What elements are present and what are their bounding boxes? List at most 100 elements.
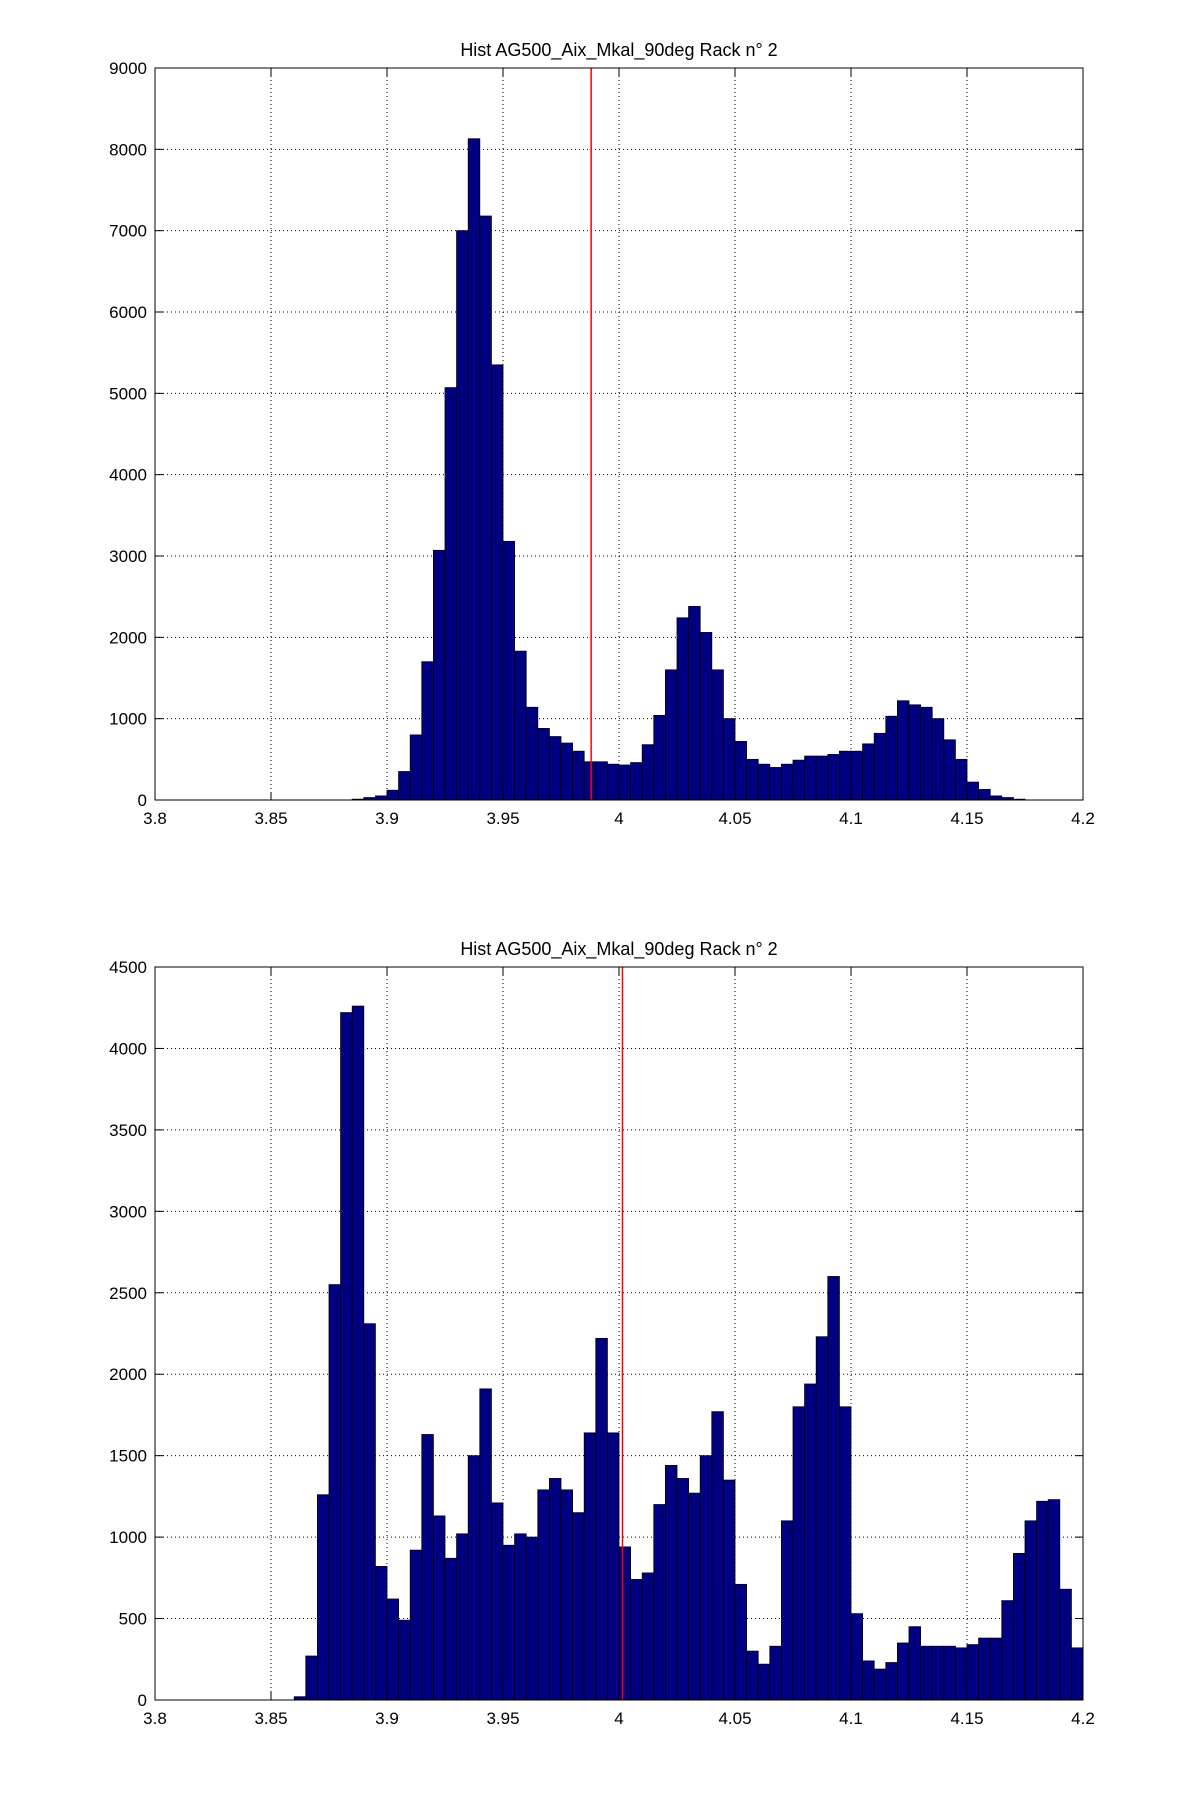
histogram-bar xyxy=(920,1645,933,1701)
histogram-bar xyxy=(792,1406,805,1701)
y-tick-label: 8000 xyxy=(109,140,147,159)
histogram-bar xyxy=(630,762,643,801)
y-tick-label: 1000 xyxy=(109,710,147,729)
histogram-bar xyxy=(711,1411,724,1701)
histogram-bar xyxy=(537,728,550,801)
histogram-bar xyxy=(897,1642,910,1701)
histogram-bar xyxy=(1001,1600,1014,1701)
histogram-bar xyxy=(340,1012,353,1701)
histogram-bar xyxy=(583,1432,597,1701)
x-tick-label: 3.95 xyxy=(486,809,519,828)
y-tick-label: 3000 xyxy=(109,1202,147,1221)
histogram-bar xyxy=(699,1455,713,1701)
x-tick-label: 4.1 xyxy=(839,1709,863,1728)
histogram-bar xyxy=(653,715,666,801)
ticks: 3.8 3.85 3.9 3.95 4 4.05 4.1 4.15 4.2 0 500 1000 150… xyxy=(109,958,1095,1728)
y-tick-label: 4000 xyxy=(109,466,147,485)
histogram-bar xyxy=(688,606,701,801)
histogram-bar xyxy=(630,1579,643,1701)
x-tick-label: 4.05 xyxy=(718,1709,751,1728)
histogram-bar xyxy=(815,1336,829,1701)
y-tick-label: 0 xyxy=(138,1691,147,1710)
histogram-bar xyxy=(549,1478,562,1701)
histogram-bar xyxy=(839,1406,852,1701)
histogram-bar xyxy=(316,1494,330,1701)
ticks: 3.8 3.85 3.9 3.95 4 4.05 4.1 4.15 4.2 0 1000 2000 30… xyxy=(109,59,1095,828)
histogram-bar xyxy=(514,650,527,801)
x-tick-label: 3.8 xyxy=(143,1709,167,1728)
histogram-bar xyxy=(966,1644,979,1701)
y-tick-label: 9000 xyxy=(109,59,147,78)
histogram-bar xyxy=(560,742,573,801)
histogram-bar xyxy=(885,1662,898,1701)
histogram-bar xyxy=(827,754,840,801)
histogram-bar xyxy=(699,632,713,801)
x-tick-label: 4.15 xyxy=(950,809,983,828)
histogram-bar xyxy=(943,1645,956,1701)
plot-area xyxy=(155,68,1083,800)
histogram-bar xyxy=(920,706,933,801)
histogram-bar xyxy=(688,1492,701,1701)
histogram-bar xyxy=(607,763,620,801)
histogram-bar xyxy=(1047,1499,1061,1701)
x-tick-label: 4.15 xyxy=(950,1709,983,1728)
histogram-bar xyxy=(804,755,817,801)
histogram-bar xyxy=(723,1479,736,1701)
y-tick-label: 7000 xyxy=(109,222,147,241)
histogram-chart-bottom: 3.8 3.85 3.9 3.95 4 4.05 4.1 4.15 4.2 0 500 1000 150… xyxy=(109,939,1095,1728)
histogram-bar xyxy=(479,215,492,801)
histogram-bar xyxy=(734,741,747,801)
x-tick-label: 3.9 xyxy=(375,1709,399,1728)
histogram-bar xyxy=(781,1520,794,1701)
histogram-bar xyxy=(978,789,991,801)
histogram-chart-top: 3.8 3.85 3.9 3.95 4 4.05 4.1 4.15 4.2 0 1000 2000 30… xyxy=(109,40,1095,828)
histogram-bar xyxy=(641,1572,655,1701)
histogram-bar xyxy=(873,732,887,801)
histogram-bar xyxy=(850,1613,863,1701)
histogram-bar xyxy=(665,1465,678,1701)
histogram-bar xyxy=(676,1478,689,1701)
histogram-bar xyxy=(862,1660,875,1701)
histogram-bar xyxy=(490,1502,504,1701)
x-tick-label: 3.85 xyxy=(254,1709,287,1728)
histogram-bar xyxy=(386,789,399,801)
histogram-bar xyxy=(514,1533,527,1701)
y-tick-label: 3500 xyxy=(109,1121,147,1140)
histogram-bar xyxy=(583,761,597,801)
histogram-bar xyxy=(607,1432,620,1701)
histogram-bar xyxy=(595,761,608,801)
histogram-bar xyxy=(955,758,968,801)
y-tick-label: 4500 xyxy=(109,958,147,977)
histogram-bar xyxy=(641,744,655,801)
x-tick-label: 4 xyxy=(614,1709,623,1728)
histogram-bar xyxy=(931,1645,945,1701)
histogram-bar xyxy=(757,763,771,801)
x-tick-label: 3.9 xyxy=(375,809,399,828)
bars xyxy=(293,1005,1084,1701)
histogram-bar xyxy=(409,734,423,801)
histogram-bar xyxy=(734,1583,747,1701)
histogram-bar xyxy=(746,758,759,801)
histogram-bar xyxy=(978,1637,991,1701)
chart-title: Hist AG500_Aix_Mkal_90deg Rack n° 2 xyxy=(460,40,777,61)
histogram-bar xyxy=(1036,1500,1049,1701)
y-tick-label: 2500 xyxy=(109,1284,147,1303)
x-tick-label: 4 xyxy=(614,809,623,828)
histogram-bar xyxy=(363,1323,376,1701)
y-tick-label: 0 xyxy=(138,791,147,810)
histogram-bar xyxy=(490,364,504,801)
chart-title: Hist AG500_Aix_Mkal_90deg Rack n° 2 xyxy=(460,939,777,960)
histogram-bar xyxy=(781,763,794,801)
histogram-bar xyxy=(966,781,979,801)
histogram-bar xyxy=(398,771,411,801)
histogram-bar xyxy=(305,1655,318,1701)
histogram-bar xyxy=(676,617,689,801)
histogram-bar xyxy=(1013,1553,1026,1701)
histogram-bar xyxy=(572,1512,585,1701)
histogram-bar xyxy=(908,1626,921,1701)
histogram-bar xyxy=(525,1536,539,1701)
histogram-bar xyxy=(456,230,469,801)
x-tick-label: 4.05 xyxy=(718,809,751,828)
histogram-bar xyxy=(444,387,457,801)
